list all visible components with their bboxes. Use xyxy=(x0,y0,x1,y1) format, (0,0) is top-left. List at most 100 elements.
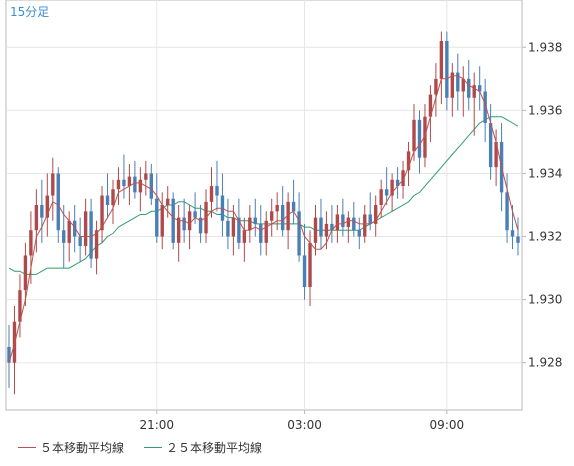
candle-up xyxy=(209,186,214,202)
candle-up xyxy=(45,195,50,218)
candle-down xyxy=(226,220,230,237)
y-tick-label: 1.928 xyxy=(528,356,562,370)
candle-up xyxy=(390,179,394,196)
candle-up xyxy=(264,220,268,243)
candle-up xyxy=(439,41,444,79)
candle-down xyxy=(193,211,197,218)
ma5-line xyxy=(8,75,519,363)
candle-down xyxy=(149,173,153,199)
candle-up xyxy=(461,78,465,92)
candle-down xyxy=(319,217,323,237)
ma5-line-layer xyxy=(8,75,519,363)
candle-down xyxy=(477,85,482,92)
legend: ５本移動平均線 ２５本移動平均線 xyxy=(18,438,282,456)
candle-up xyxy=(166,198,170,205)
candle-up xyxy=(29,230,33,256)
candle-down xyxy=(291,201,296,212)
candle-down xyxy=(302,255,307,287)
candle-down xyxy=(122,179,126,187)
candle-down xyxy=(488,123,493,168)
candle-down xyxy=(395,179,400,187)
candle-down xyxy=(89,211,93,259)
candle-up xyxy=(313,217,318,243)
candle-down xyxy=(40,205,44,218)
candle-up xyxy=(434,78,438,95)
candle-up xyxy=(187,211,192,231)
candle-up xyxy=(111,189,115,205)
candle-up xyxy=(94,230,99,259)
candle-down xyxy=(297,211,301,256)
y-tick-label: 1.930 xyxy=(528,293,562,307)
candle-up xyxy=(472,85,476,98)
candle-down xyxy=(417,119,422,158)
candle-down xyxy=(456,72,460,92)
candle-down xyxy=(352,217,356,231)
candle-down xyxy=(505,192,509,231)
x-tick-label: 09:00 xyxy=(430,418,465,432)
candle-up xyxy=(379,189,383,205)
candle-down xyxy=(330,223,334,231)
candle-up xyxy=(450,72,455,98)
candle-down xyxy=(341,214,345,228)
legend-swatch-ma25 xyxy=(144,446,163,448)
candle-up xyxy=(34,205,39,231)
candle-down xyxy=(56,173,60,231)
candle-up xyxy=(308,242,312,287)
candle-up xyxy=(67,220,71,243)
candle-up xyxy=(412,119,416,152)
candle-down xyxy=(510,230,515,237)
candle-up xyxy=(346,217,351,228)
candle-up xyxy=(335,214,340,231)
candle-up xyxy=(494,141,498,168)
legend-label-ma5: ５本移動平均線 xyxy=(40,440,125,455)
candle-up xyxy=(51,173,55,196)
candle-up xyxy=(144,173,148,180)
candle-down xyxy=(72,220,77,237)
y-tick-label: 1.932 xyxy=(528,230,562,244)
candle-down xyxy=(445,41,449,98)
candle-down xyxy=(198,217,203,234)
candle-down xyxy=(7,346,11,363)
legend-swatch-ma5 xyxy=(18,446,36,448)
candle-down xyxy=(133,176,137,193)
candle-down xyxy=(237,217,241,243)
legend-label-ma25: ２５本移動平均線 xyxy=(166,440,263,455)
candle-up xyxy=(324,223,329,237)
candle-up xyxy=(160,205,164,237)
candle-up xyxy=(231,217,236,237)
plot-area-frame xyxy=(5,0,523,411)
x-tick-label: 21:00 xyxy=(139,418,174,432)
candle-down xyxy=(368,214,372,224)
candle-down xyxy=(280,205,285,231)
y-tick-label: 1.936 xyxy=(528,103,562,117)
candle-down xyxy=(62,230,66,243)
y-tick-label: 1.934 xyxy=(528,166,562,180)
x-axis: 21:00 03:00 09:00 xyxy=(139,410,464,432)
candle-up xyxy=(116,179,121,190)
candle-up xyxy=(428,94,433,117)
candle-up xyxy=(406,151,411,171)
chart-title: 15分足 xyxy=(10,5,49,19)
candle-down xyxy=(253,217,257,224)
candle-up xyxy=(83,211,88,246)
candle-down xyxy=(384,189,389,196)
candle-up xyxy=(127,176,132,187)
candle-down xyxy=(105,195,110,205)
ma25-line xyxy=(8,116,519,275)
candle-up xyxy=(374,205,378,224)
legend-item-ma25: ２５本移動平均線 xyxy=(144,439,262,456)
candle-up xyxy=(423,116,427,158)
candle-down xyxy=(357,230,361,237)
candle-down xyxy=(78,236,82,246)
candle-down xyxy=(467,78,471,98)
y-axis: 1.928 1.930 1.932 1.934 1.936 1.938 xyxy=(522,40,562,370)
candle-up xyxy=(18,290,22,322)
ma25-line-layer xyxy=(8,116,519,275)
candle-up xyxy=(248,217,252,231)
candle-up xyxy=(176,217,181,243)
candle-up xyxy=(100,195,104,231)
candle-up xyxy=(286,201,290,231)
candle-down xyxy=(516,236,520,243)
